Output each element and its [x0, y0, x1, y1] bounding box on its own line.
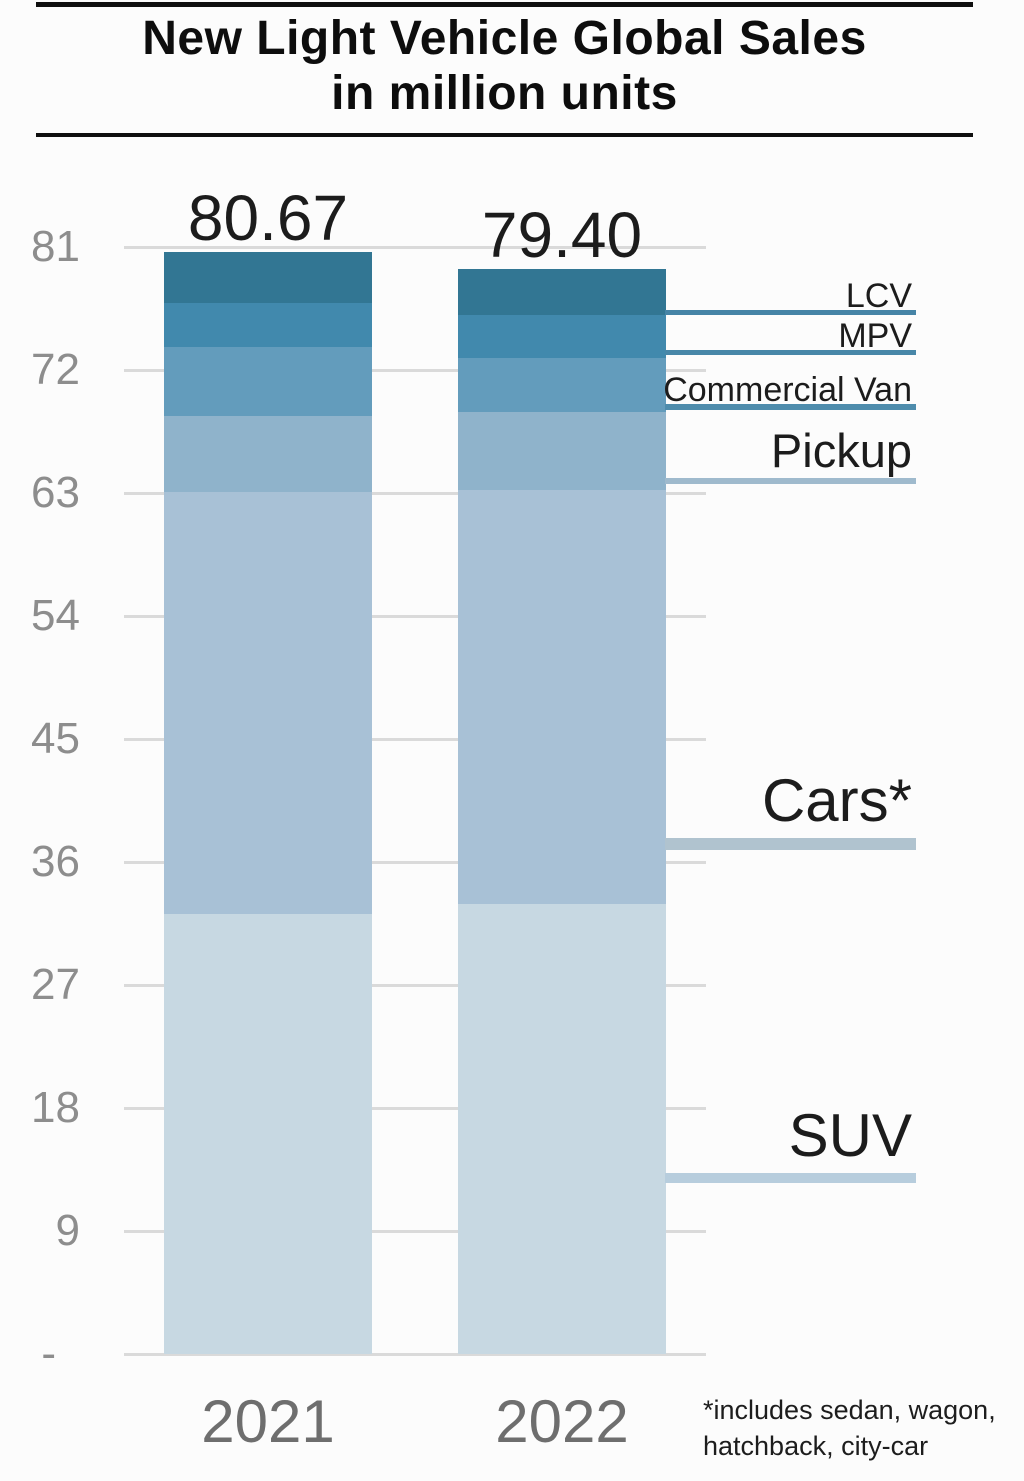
bar-segment-cars-2021: [164, 492, 372, 914]
gridline-45: [124, 738, 706, 741]
y-tick-9: 9: [55, 1206, 80, 1255]
x-label-2021: 2021: [201, 1388, 335, 1455]
bar-segment-pickup-2021: [164, 416, 372, 492]
gridline-27: [124, 984, 706, 987]
y-tick-18: 18: [31, 1083, 80, 1132]
legend-label-commercial-van: Commercial Van: [663, 371, 912, 409]
legend-label-cars: Cars*: [761, 767, 912, 834]
legend-line-cars: [665, 838, 916, 850]
gridline-54: [124, 615, 706, 618]
header-rule-top: [36, 2, 973, 7]
bar-segment-mpv-2021: [164, 303, 372, 347]
y-tick-36: 36: [31, 837, 80, 886]
chart-title-line1: New Light Vehicle Global Sales: [142, 12, 867, 65]
legend-label-suv: SUV: [788, 1102, 912, 1169]
gridline-63: [124, 492, 706, 495]
bar-segment-pickup-2022: [458, 412, 666, 490]
gridline-81: [124, 246, 706, 249]
chart-title-line2: in million units: [331, 66, 678, 120]
chart-title: New Light Vehicle Global Sales in million…: [36, 12, 973, 121]
gridline-72: [124, 369, 706, 372]
bar-segment-suv-2021: [164, 914, 372, 1354]
bar-segment-cars-2022: [458, 490, 666, 904]
footnote: *includes sedan, wagon, hatchback, city-c…: [703, 1392, 996, 1465]
gridline-9: [124, 1230, 706, 1233]
legend-line-suv: [665, 1173, 916, 1183]
total-label-2022: 79.40: [481, 199, 643, 271]
legend-label-pickup: Pickup: [770, 424, 912, 477]
bar-segment-lcv-2021: [164, 252, 372, 303]
y-tick-81: 81: [31, 222, 80, 271]
legend-label-mpv: MPV: [838, 317, 912, 355]
legend-line-lcv: [665, 310, 916, 315]
footnote-line2: hatchback, city-car: [703, 1431, 929, 1462]
legend-line-commercial-van: [665, 404, 916, 410]
x-label-2022: 2022: [495, 1388, 629, 1455]
footnote-line1: *includes sedan, wagon,: [703, 1395, 996, 1425]
legend-line-mpv: [665, 350, 916, 355]
legend-line-pickup: [665, 478, 916, 484]
bar-segment-mpv-2022: [458, 315, 666, 358]
legend-label-lcv: LCV: [845, 277, 912, 315]
bar-segment-commercial-van-2021: [164, 347, 372, 416]
y-tick-63: 63: [31, 468, 80, 517]
y-tick-27: 27: [31, 960, 80, 1009]
gridline-: [124, 1353, 706, 1356]
bar-segment-suv-2022: [458, 904, 666, 1354]
gridline-36: [124, 861, 706, 864]
y-tick-45: 45: [31, 714, 80, 763]
gridline-18: [124, 1107, 706, 1110]
bar-segment-commercial-van-2022: [458, 358, 666, 412]
y-tick-: -: [41, 1329, 56, 1378]
header-rule-bottom: [36, 133, 973, 137]
y-tick-54: 54: [31, 591, 80, 640]
y-tick-72: 72: [31, 345, 80, 394]
total-label-2021: 80.67: [187, 182, 349, 254]
bar-segment-lcv-2022: [458, 269, 666, 315]
